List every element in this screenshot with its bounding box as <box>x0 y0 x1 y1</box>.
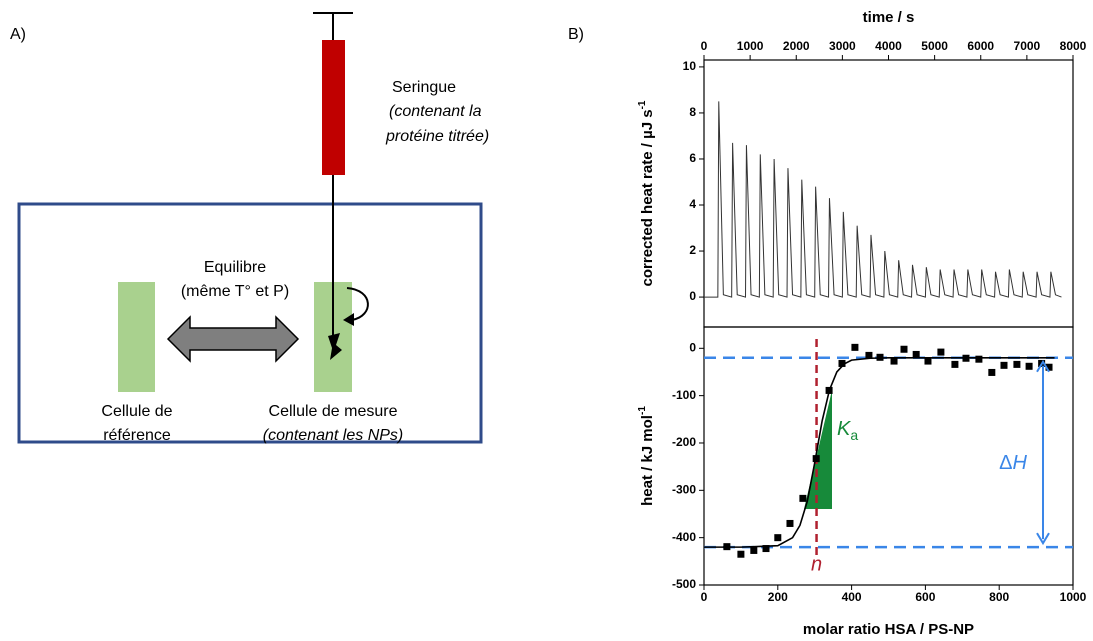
ka-slope-triangle <box>804 390 832 509</box>
data-point <box>723 543 731 551</box>
data-point <box>774 534 782 542</box>
plot-frame <box>703 326 1074 586</box>
y-tick-label: -300 <box>672 482 696 496</box>
data-point <box>1025 362 1033 370</box>
stir-arrowhead <box>343 313 354 326</box>
x-tick-label: 7000 <box>1014 39 1041 53</box>
x-tick-label: 5000 <box>921 39 948 53</box>
reference-cell-label: Cellule de <box>101 403 172 420</box>
x-tick-label: 800 <box>989 590 1009 604</box>
data-point <box>1000 361 1008 369</box>
y-axis-title: heat / kJ mol-1 <box>637 406 656 506</box>
ka-label-sub: a <box>850 427 858 443</box>
stir-arrow <box>346 287 369 321</box>
measurement-cell-label: (contenant les NPs) <box>263 427 404 444</box>
x-tick-label: 6000 <box>967 39 994 53</box>
equilibrium-label: (même T° et P) <box>181 283 289 300</box>
data-point <box>937 348 945 356</box>
data-point <box>962 354 970 362</box>
y-tick-label: 6 <box>689 151 696 165</box>
x-tick-label: 4000 <box>875 39 902 53</box>
y-tick-label: 0 <box>689 289 696 303</box>
data-point <box>762 545 770 553</box>
data-point <box>912 350 920 358</box>
reference-cell <box>118 282 155 392</box>
data-point <box>890 357 898 365</box>
data-point <box>924 357 932 365</box>
data-point <box>737 550 745 558</box>
equilibrium-arrow <box>166 315 300 363</box>
data-point <box>838 359 846 367</box>
x-tick-label: 0 <box>701 39 708 53</box>
y-tick-label: -500 <box>672 577 696 591</box>
delta-h-label: ΔH <box>999 452 1027 474</box>
y-axis-title-sup: -1 <box>637 406 648 415</box>
delta-h-arrowhead <box>1036 359 1050 373</box>
y-axis-title: corrected heat rate / µJ s-1 <box>637 100 656 286</box>
data-point <box>799 494 807 502</box>
data-point <box>812 455 820 463</box>
y-axis-title-sup: -1 <box>637 100 648 109</box>
y-tick-label: -400 <box>672 530 696 544</box>
x-tick-label: 400 <box>842 590 862 604</box>
delta-h-delta: Δ <box>999 452 1012 474</box>
y-tick-label: -100 <box>672 388 696 402</box>
x-axis-title: time / s <box>863 9 915 26</box>
syringe <box>322 40 345 175</box>
data-point <box>876 353 884 361</box>
y-axis-title-text: heat / kJ mol <box>639 415 656 506</box>
y-tick-label: 10 <box>683 59 697 73</box>
x-tick-label: 1000 <box>1060 590 1087 604</box>
x-axis-title: molar ratio HSA / PS-NP <box>803 621 974 638</box>
syringe-label: protéine titrée) <box>385 128 489 145</box>
x-tick-label: 1000 <box>737 39 764 53</box>
data-point <box>900 345 908 353</box>
data-point <box>750 546 758 554</box>
data-point <box>865 351 873 359</box>
data-point <box>1013 360 1021 368</box>
y-tick-label: 4 <box>689 197 696 211</box>
data-point <box>975 355 983 363</box>
data-point <box>988 368 996 376</box>
x-tick-label: 3000 <box>829 39 856 53</box>
reference-cell-label: référence <box>103 427 171 444</box>
delta-h-arrowhead <box>1036 532 1050 546</box>
syringe-label: (contenant la <box>389 103 482 120</box>
y-tick-label: 8 <box>689 105 696 119</box>
instrument-box <box>17 202 483 444</box>
stirrer <box>328 333 342 360</box>
delta-h-h: H <box>1012 452 1027 474</box>
y-tick-label: 2 <box>689 243 696 257</box>
data-point <box>825 386 833 394</box>
data-point <box>951 360 959 368</box>
y-axis-title-text: corrected heat rate / µJ s <box>639 109 656 286</box>
equilibrium-label: Equilibre <box>204 259 266 276</box>
data-point <box>786 519 794 527</box>
x-tick-label: 0 <box>701 590 708 604</box>
y-tick-label: 0 <box>689 340 696 354</box>
ka-label-k: K <box>837 418 852 440</box>
ka-label: Ka <box>837 418 858 442</box>
syringe-label: Seringue <box>392 79 456 96</box>
data-point <box>851 343 859 351</box>
measurement-cell-label: Cellule de mesure <box>269 403 398 420</box>
x-tick-label: 8000 <box>1060 39 1087 53</box>
data-point <box>1045 363 1053 371</box>
x-tick-label: 2000 <box>783 39 810 53</box>
x-tick-label: 200 <box>768 590 788 604</box>
n-label: n <box>811 553 822 575</box>
y-tick-label: -200 <box>672 435 696 449</box>
x-tick-label: 600 <box>915 590 935 604</box>
panel-label: A) <box>10 26 26 43</box>
panel-label: B) <box>568 26 584 43</box>
thermogram-line <box>704 101 1062 298</box>
